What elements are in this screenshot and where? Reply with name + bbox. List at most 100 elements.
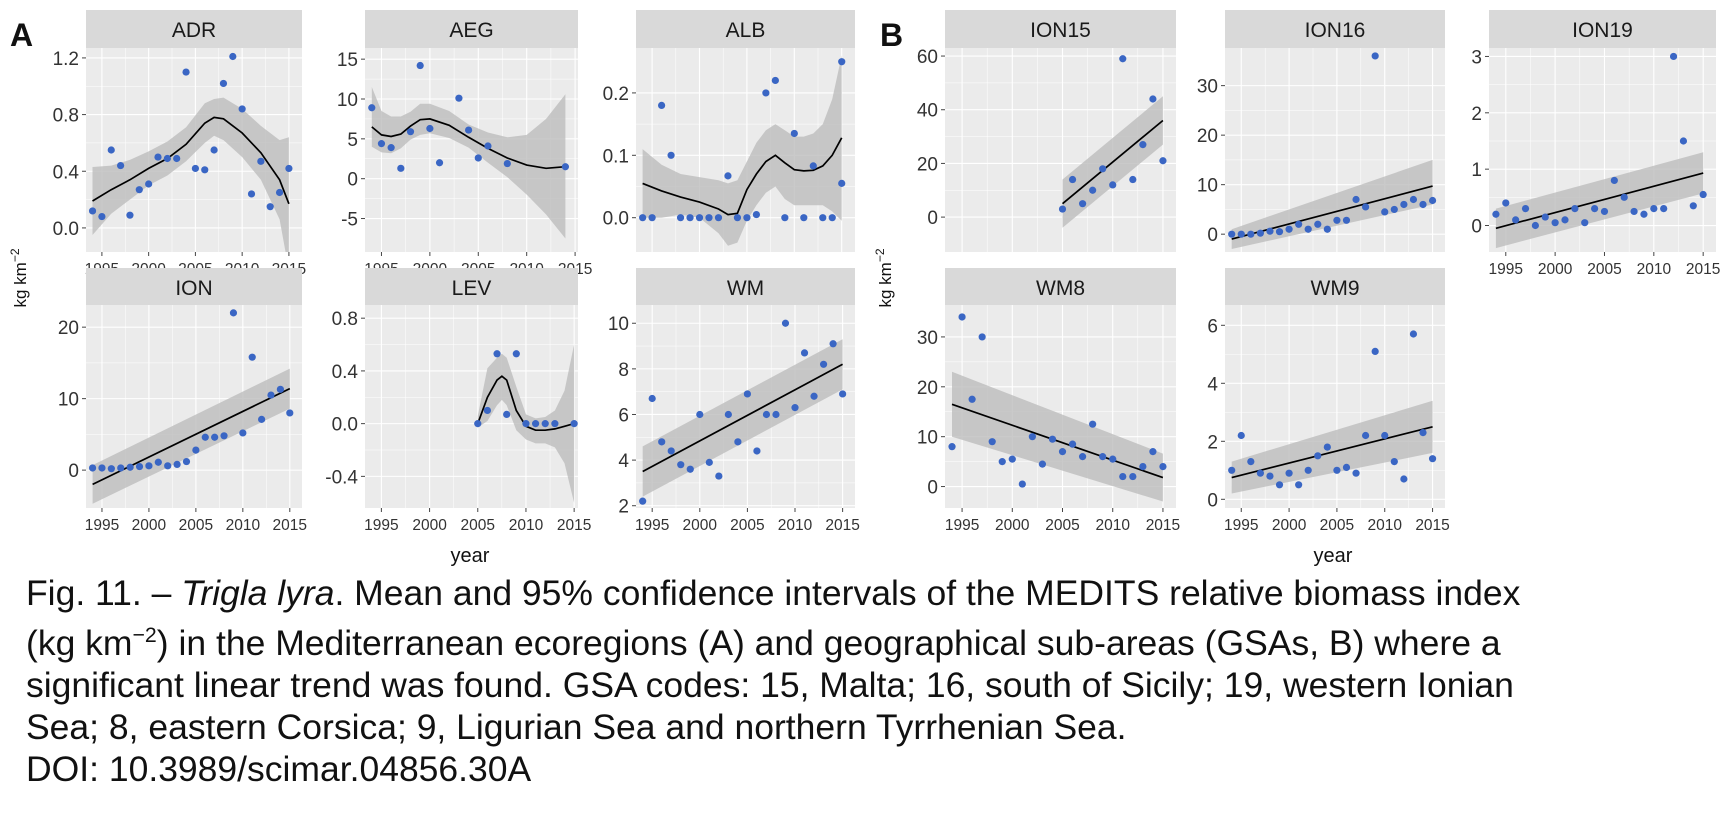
x-tick-label: 2015: [1415, 517, 1449, 534]
data-point: [958, 313, 966, 321]
strip-label-ion15: ION15: [1030, 19, 1091, 42]
x-axis-label-a: year: [451, 545, 490, 567]
data-point: [1285, 469, 1293, 477]
data-point: [1304, 225, 1312, 233]
data-point: [397, 164, 405, 172]
plot-area-ion16: [1228, 52, 1437, 249]
y-tick-label: 20: [917, 378, 938, 399]
panel-wm8: WM8 0 10 20 30 1995 2000 2005 2010 2015: [917, 268, 1180, 534]
x-tick-label: 2010: [1637, 261, 1672, 278]
data-point: [1323, 225, 1331, 233]
data-point: [219, 79, 228, 88]
data-point: [1669, 52, 1678, 61]
data-point: [1099, 165, 1107, 173]
data-point: [1333, 216, 1341, 224]
x-tick-label: 1995: [364, 517, 398, 534]
fit-line: [1231, 185, 1433, 240]
data-point: [229, 52, 237, 61]
y-tick-label: 10: [1197, 176, 1218, 197]
data-point: [248, 353, 256, 361]
panel-bg-lev: [365, 305, 578, 508]
data-point: [1228, 466, 1236, 474]
y-axis-label-a: kg km−2: [8, 248, 30, 307]
y-tick-label: 0: [927, 478, 938, 499]
data-point: [790, 129, 798, 138]
data-point: [948, 443, 956, 451]
data-point: [1640, 210, 1648, 218]
data-point: [771, 76, 779, 85]
y-tick-label: 20: [917, 154, 938, 175]
caption-line-2-a: (kg km: [26, 622, 133, 663]
data-point: [483, 406, 492, 415]
data-point: [1139, 463, 1147, 471]
data-point: [387, 144, 395, 152]
data-point: [1139, 141, 1147, 149]
y-tick-label: 4: [1207, 374, 1218, 395]
data-point: [192, 446, 200, 454]
x-tick-label: 2000: [132, 517, 167, 534]
strip-aeg: [365, 10, 578, 48]
x-tick-label: 2005: [1320, 517, 1354, 534]
strip-label-lev: LEV: [452, 277, 492, 300]
y-tick-label: -0.4: [325, 467, 358, 488]
x-tick-label: 1995: [945, 517, 979, 534]
caption-species: Trigla lyra: [181, 573, 335, 613]
data-point: [1400, 475, 1408, 483]
y-tick-label: 2: [1471, 104, 1482, 125]
caption-line-4: Sea; 8, eastern Corsica; 9, Ligurian Sea…: [26, 706, 1127, 747]
data-point: [1159, 157, 1167, 165]
data-point: [1038, 460, 1047, 468]
data-point: [968, 395, 976, 403]
data-point: [239, 429, 247, 437]
data-point: [1048, 435, 1057, 443]
data-point: [988, 438, 996, 446]
data-point: [285, 164, 293, 173]
data-point: [667, 151, 675, 159]
data-point: [275, 188, 284, 197]
data-point: [734, 438, 742, 446]
y-tick-label: 0: [1207, 225, 1218, 246]
fit-line: [1495, 172, 1704, 230]
panel-tag-b: B: [880, 17, 903, 53]
y-tick-label: 40: [917, 101, 938, 122]
data-point: [1521, 205, 1530, 213]
data-point: [1028, 433, 1036, 441]
data-point: [658, 438, 666, 446]
data-point: [1333, 466, 1341, 474]
data-point: [695, 214, 704, 222]
data-point: [1390, 458, 1398, 466]
data-point: [267, 391, 275, 399]
x-tick-label: 2000: [683, 517, 718, 534]
data-point: [1266, 227, 1274, 235]
data-point: [1295, 220, 1303, 228]
data-point: [541, 420, 549, 428]
data-point: [88, 464, 97, 472]
caption-line-1-rest: . Mean and 95% confidence intervals of t…: [334, 573, 1521, 613]
data-point: [1237, 230, 1245, 238]
data-point: [714, 214, 723, 222]
data-point: [1600, 207, 1609, 216]
data-point: [1314, 220, 1322, 228]
data-point: [1650, 205, 1658, 213]
fit-line: [92, 116, 290, 205]
data-point: [135, 186, 143, 194]
data-point: [772, 410, 780, 419]
strip-ion16: [1225, 10, 1445, 48]
data-point: [677, 461, 685, 469]
data-point: [503, 159, 511, 168]
data-point: [116, 161, 125, 170]
plot-area-aeg: [368, 61, 570, 239]
x-tick-label: 2010: [1095, 517, 1130, 534]
data-point: [1256, 229, 1264, 237]
data-point: [800, 214, 808, 222]
data-point: [201, 433, 209, 441]
y-tick-label: 6: [1207, 316, 1218, 337]
data-point: [503, 410, 511, 419]
data-point: [1109, 181, 1117, 189]
data-point: [191, 164, 200, 173]
x-tick-label: 2010: [226, 517, 261, 534]
data-point: [182, 68, 190, 76]
data-point: [1089, 420, 1097, 428]
data-point: [1099, 453, 1107, 461]
data-point: [145, 180, 153, 188]
